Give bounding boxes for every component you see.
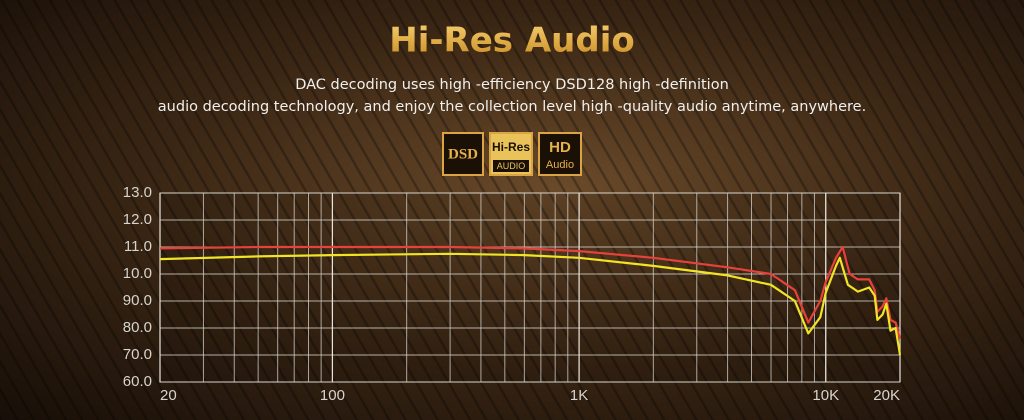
y-tick-label: 80.0 [123, 319, 152, 336]
subtitle: DAC decoding uses high -efficiency DSD12… [295, 77, 729, 93]
subtitle: audio decoding technology, and enjoy the… [158, 99, 866, 115]
badge-text: AUDIO [497, 161, 526, 171]
badge-band [493, 160, 529, 172]
badge-text: Hi-Res [492, 140, 530, 154]
badge-text: Audio [546, 159, 574, 171]
badge [442, 132, 484, 176]
y-tick-label: 10.0 [123, 265, 152, 282]
y-tick-label: 90.0 [123, 292, 152, 309]
badge-text: DSD [448, 146, 478, 162]
x-tick-label: 20K [873, 387, 900, 404]
y-tick-label: 12.0 [123, 211, 152, 228]
y-tick-label: 60.0 [123, 373, 152, 390]
y-tick-label: 11.0 [124, 238, 152, 255]
badges: DSD Hi-Res AUDIO HD Audio [442, 132, 582, 176]
x-tick-label: 20 [160, 387, 177, 404]
chart: 13.0 12.0 11.0 10.0 90.0 80.0 70.0 60.0 20 100 1K 1… [123, 184, 902, 404]
response-curve [159, 245, 902, 340]
x-tick-label: 100 [320, 387, 345, 404]
response-curve [159, 252, 902, 356]
badge [538, 132, 582, 176]
title: Hi-Res Audio [389, 21, 634, 61]
x-tick-label: 1K [570, 387, 588, 404]
badge-text: HD [549, 139, 571, 156]
x-tick-label: 10K [812, 387, 839, 404]
y-tick-label: 13.0 [123, 184, 152, 201]
y-tick-label: 70.0 [123, 346, 152, 363]
